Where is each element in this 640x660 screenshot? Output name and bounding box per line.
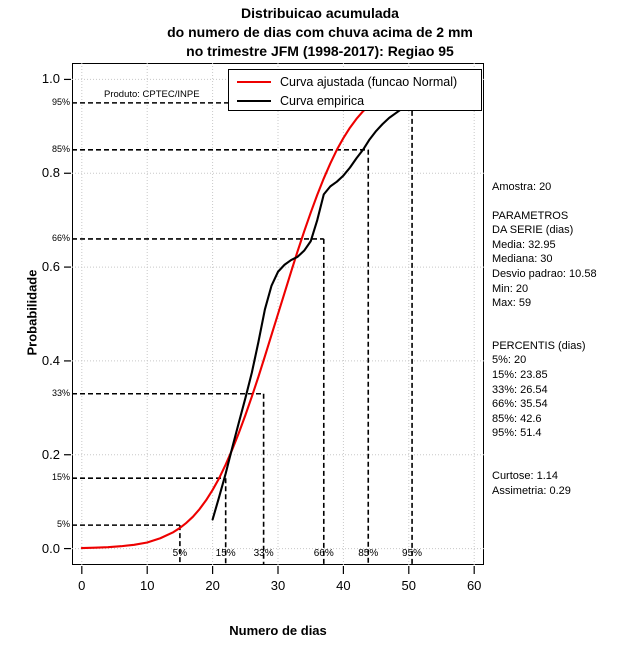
stat-percentile-66: 66%: 35.54 — [492, 398, 548, 411]
x-axis-tick-label: 50 — [401, 578, 417, 593]
x-axis-tick-label: 60 — [466, 578, 482, 593]
spacer — [492, 325, 640, 339]
x-axis-tick-label: 20 — [205, 578, 220, 593]
percentile-value-label: 85% — [358, 548, 379, 559]
stat-max: Max: 59 — [492, 297, 532, 310]
percentile-probability-label: 85% — [51, 143, 70, 154]
stat-percentile-33: 33%: 26.54 — [492, 383, 548, 396]
y-axis-tick-label: 0.6 — [41, 259, 60, 275]
spacer — [492, 441, 640, 455]
y-axis-tick-label: 0.4 — [41, 352, 60, 368]
percentile-probability-label: 95% — [51, 96, 70, 107]
chart-legend: Curva ajustada (funcao Normal) Curva emp… — [228, 69, 482, 111]
y-axis-tick-label: 0.2 — [41, 446, 60, 462]
y-axis-tick-label: 0.0 — [41, 540, 60, 556]
x-axis-tick-label: 30 — [270, 578, 286, 593]
legend-label-empirical: Curva empirica — [280, 93, 365, 108]
x-axis-tick-label: 10 — [139, 578, 155, 593]
percentile-value-label: 95% — [402, 548, 423, 559]
stat-kurtosis: Curtose: 1.14 — [492, 469, 559, 482]
legend-entry-empirical: Curva empirica — [237, 91, 364, 110]
percentile-value-label: 5% — [172, 548, 188, 559]
y-axis-title: Probabilidade — [24, 269, 40, 356]
x-axis-tick-label: 0 — [78, 578, 86, 593]
legend-color-swatch-empirical — [237, 99, 271, 102]
percentile-probability-label: 33% — [51, 387, 70, 398]
stat-min: Min: 20 — [492, 282, 529, 295]
spacer — [492, 195, 640, 209]
legend-label-fitted: Curva ajustada (funcao Normal) — [280, 74, 458, 89]
stat-median: Mediana: 30 — [492, 253, 553, 266]
stat-std-dev: Desvio padrao: 10.58 — [492, 267, 597, 280]
stat-percentile-85: 85%: 42.6 — [492, 412, 542, 425]
percentile-probability-label: 15% — [51, 472, 70, 483]
stat-percentiles-header: PERCENTIS (dias) — [492, 339, 586, 352]
x-axis-title: Numero de dias — [229, 623, 327, 638]
stat-percentile-15: 15%: 23.85 — [492, 368, 548, 381]
stat-percentile-95: 95%: 51.4 — [492, 427, 542, 440]
spacer — [492, 311, 640, 325]
percentile-probability-label: 66% — [51, 232, 70, 243]
stat-parameters-header-line2: DA SERIE (dias) — [492, 224, 574, 237]
y-axis-tick-label: 1.0 — [41, 71, 60, 87]
percentile-value-label: 66% — [313, 548, 334, 559]
stat-parameters-header-line1: PARAMETROS — [492, 209, 569, 222]
producer-credit: Produto: CPTEC/INPE — [104, 89, 200, 100]
stat-mean: Media: 32.95 — [492, 238, 556, 251]
legend-color-swatch-fitted — [237, 80, 271, 83]
legend-entry-fitted: Curva ajustada (funcao Normal) — [237, 72, 457, 91]
percentile-probability-label: 5% — [56, 519, 70, 530]
x-axis-tick-label: 40 — [336, 578, 351, 593]
spacer — [492, 455, 640, 469]
percentile-value-label: 15% — [215, 548, 236, 559]
y-axis-tick-label: 0.8 — [41, 165, 60, 181]
stat-percentile-5: 5%: 20 — [492, 354, 527, 367]
stat-sample-size: Amostra: 20 — [492, 181, 552, 193]
percentile-value-label: 33% — [253, 548, 274, 559]
stat-skewness: Assimetria: 0.29 — [492, 484, 571, 497]
statistics-panel: Amostra: 20 PARAMETROS DA SERIE (dias) M… — [492, 180, 640, 498]
